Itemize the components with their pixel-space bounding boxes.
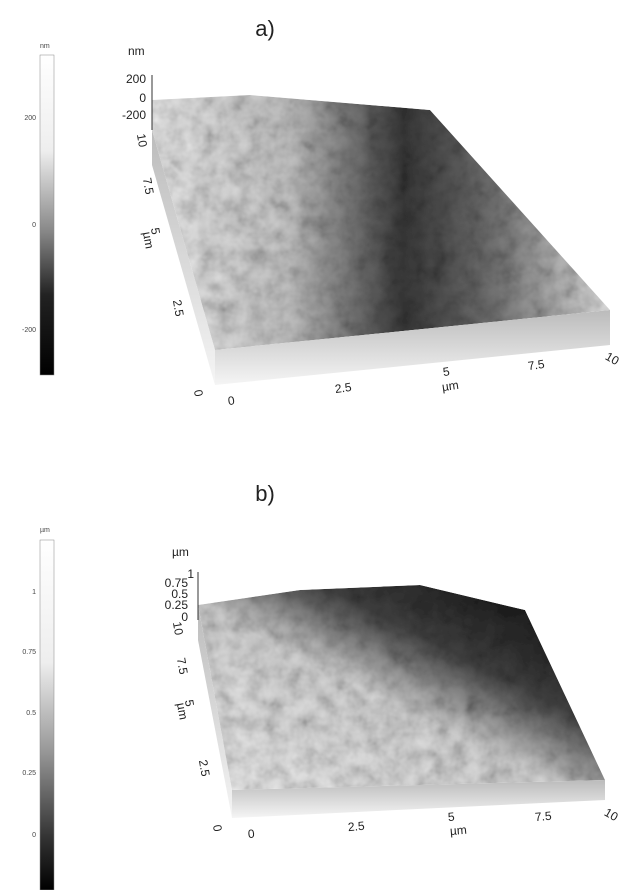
x-tick-label: 7.5 <box>534 809 552 824</box>
surface <box>198 585 605 818</box>
z-axis-unit: nm <box>128 44 145 58</box>
colorbar-tick: 0 <box>32 222 36 229</box>
y-tick-label: 10 <box>134 133 150 149</box>
surface <box>152 95 610 385</box>
x-tick-label: 0 <box>227 393 236 408</box>
y-tick-label: 0 <box>191 389 206 398</box>
colorbar-tick: 1 <box>32 589 36 596</box>
x-tick-label: 0 <box>247 827 255 842</box>
x-axis-unit: µm <box>449 823 467 838</box>
y-tick-label: 7.5 <box>140 177 157 196</box>
colorbar-tick: -200 <box>22 327 36 334</box>
colorbar-tick: 0.25 <box>22 770 36 777</box>
colorbar <box>40 540 54 890</box>
z-tick-label: 0 <box>139 91 146 105</box>
x-tick-label: 2.5 <box>334 380 353 396</box>
panel-label: b) <box>255 481 275 506</box>
y-tick-label: 2.5 <box>196 759 213 778</box>
z-tick-label: 1 <box>187 567 194 581</box>
colorbar-tick: 0.5 <box>26 710 36 717</box>
page: a) nm 200 0 -200 nm 200 0 -200 10 7.5 5 … <box>0 0 624 890</box>
colorbar-tick: 0.75 <box>22 649 36 656</box>
x-tick-label: 10 <box>602 805 621 824</box>
x-tick-label: 7.5 <box>527 357 546 373</box>
colorbar-unit: nm <box>40 43 50 50</box>
surface-top <box>152 95 610 350</box>
y-axis-unit: µm <box>174 702 191 721</box>
x-tick-label: 5 <box>442 364 451 379</box>
colorbar <box>40 55 54 375</box>
z-axis-unit: µm <box>172 545 189 559</box>
surface-top <box>198 585 605 790</box>
y-axis-unit: µm <box>140 231 157 250</box>
figure: a) nm 200 0 -200 nm 200 0 -200 10 7.5 5 … <box>0 0 624 890</box>
colorbar-tick: 200 <box>24 115 36 122</box>
x-tick-label: 2.5 <box>347 819 365 834</box>
z-tick-label: -200 <box>122 108 146 122</box>
x-tick-label: 10 <box>603 349 622 368</box>
panel-label: a) <box>255 16 275 41</box>
y-tick-label: 10 <box>170 621 186 637</box>
x-tick-label: 5 <box>447 810 455 825</box>
z-tick-label: 200 <box>126 72 146 86</box>
colorbar-unit: µm <box>40 527 50 534</box>
colorbar-tick: 0 <box>32 832 36 839</box>
y-tick-label: 0 <box>210 824 225 833</box>
y-tick-label: 7.5 <box>174 657 191 676</box>
y-tick-label: 2.5 <box>170 299 187 318</box>
x-axis-unit: µm <box>441 378 460 394</box>
